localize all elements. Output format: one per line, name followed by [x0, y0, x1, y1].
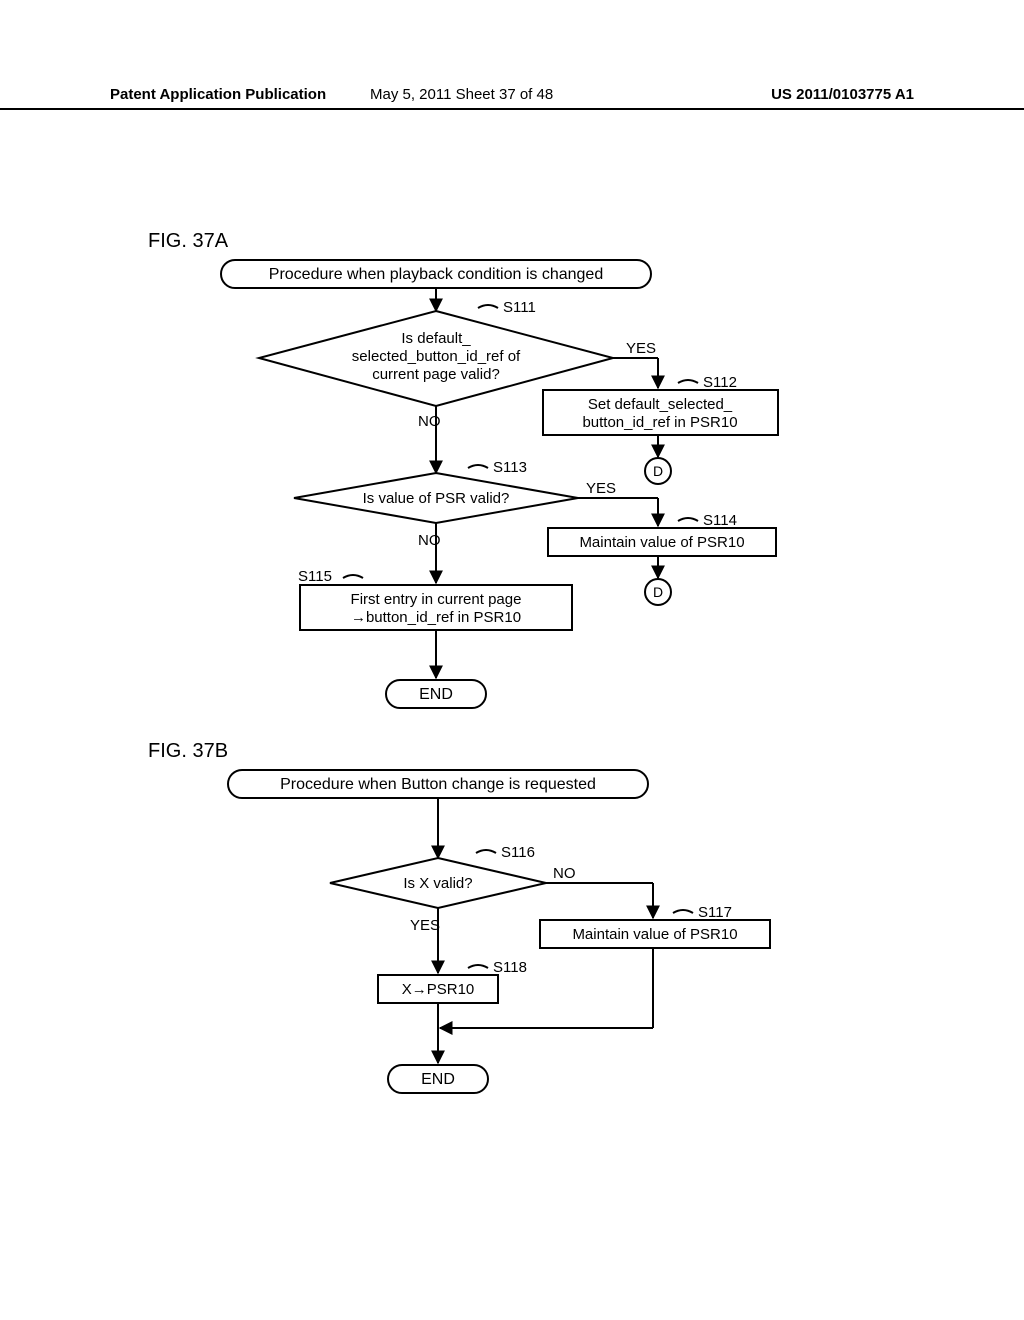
header-center: May 5, 2011 Sheet 37 of 48	[370, 86, 553, 103]
fig-37b-diagram: Procedure when Button change is requeste…	[148, 768, 868, 1188]
s114-text: Maintain value of PSR10	[579, 534, 744, 551]
s116-text: Is X valid?	[403, 875, 472, 892]
s111-ref: S111	[503, 299, 536, 316]
s117-ref: S117	[698, 904, 732, 921]
s113-ref: S113	[493, 459, 527, 476]
header-right: US 2011/0103775 A1	[771, 86, 914, 103]
s112-t1: Set default_selected_	[588, 396, 733, 413]
s111-t1: Is default_	[401, 330, 471, 347]
terminal-start-b-text: Procedure when Button change is requeste…	[280, 776, 596, 793]
s111-no: NO	[418, 413, 441, 430]
ref-tick	[673, 910, 693, 913]
connector-d-1-text: D	[653, 463, 663, 479]
s118-text: X→PSR10	[402, 981, 475, 998]
s116-yes: YES	[410, 917, 440, 934]
header-left: Patent Application Publication	[110, 86, 326, 103]
ref-tick	[468, 965, 488, 968]
s113-yes: YES	[586, 480, 616, 497]
terminal-start-text: Procedure when playback condition is cha…	[269, 266, 603, 283]
ref-tick	[476, 850, 496, 853]
s118-ref: S118	[493, 959, 527, 976]
s116-ref: S116	[501, 844, 535, 861]
s113-text: Is value of PSR valid?	[363, 490, 510, 507]
ref-tick	[478, 305, 498, 308]
s112-t2: button_id_ref in PSR10	[582, 414, 737, 431]
fig-37a-diagram: Procedure when playback condition is cha…	[148, 258, 868, 768]
s114-ref: S114	[703, 512, 737, 529]
s115-t1: First entry in current page	[351, 591, 522, 608]
s111-t2: selected_button_id_ref of	[352, 348, 521, 365]
ref-tick	[343, 575, 363, 578]
terminal-end-b-text: END	[421, 1071, 455, 1088]
s117-text: Maintain value of PSR10	[572, 926, 737, 943]
ref-tick	[678, 380, 698, 383]
s113-no: NO	[418, 532, 441, 549]
s111-t3: current page valid?	[372, 366, 500, 383]
s111-yes: YES	[626, 340, 656, 357]
connector-d-2-text: D	[653, 584, 663, 600]
s116-no: NO	[553, 865, 576, 882]
s115-t2: →button_id_ref in PSR10	[351, 609, 521, 626]
ref-tick	[468, 465, 488, 468]
fig-37a-label: FIG. 37A	[148, 230, 228, 253]
s115-ref: S115	[298, 568, 332, 585]
fig-37b-label: FIG. 37B	[148, 740, 228, 763]
page-header: Patent Application Publication May 5, 20…	[0, 86, 1024, 110]
s112-ref: S112	[703, 374, 737, 391]
terminal-end-text: END	[419, 686, 453, 703]
ref-tick	[678, 518, 698, 521]
